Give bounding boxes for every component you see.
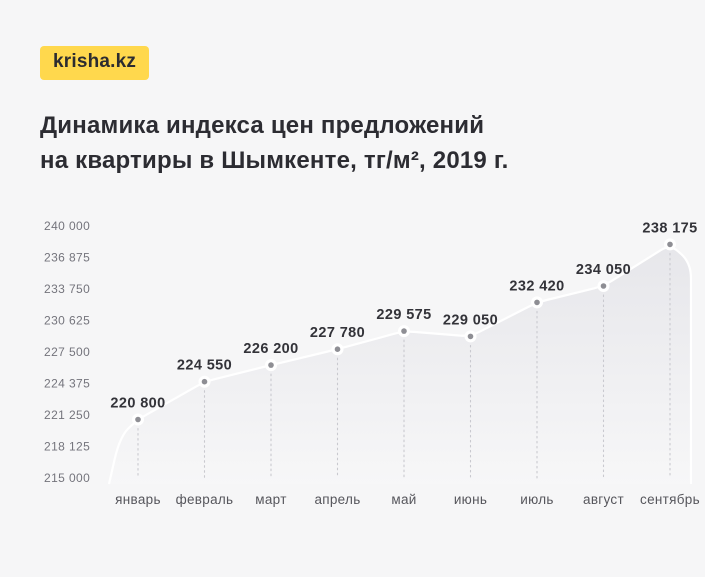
data-point (135, 416, 141, 423)
x-axis-label: май (391, 492, 416, 507)
value-label: 224 550 (177, 358, 232, 374)
data-point (201, 378, 208, 385)
y-axis-label: 230 625 (44, 314, 90, 328)
data-point (268, 362, 274, 368)
chart-title-line1: Динамика индекса цен предложений (40, 112, 485, 139)
value-label: 229 575 (376, 307, 431, 323)
y-axis-label: 221 250 (44, 408, 90, 422)
x-axis-label: апрель (314, 492, 360, 507)
area-fill (109, 247, 691, 484)
x-axis-label: июль (520, 492, 553, 507)
x-axis-label: август (583, 492, 624, 507)
data-point (534, 299, 540, 306)
value-label: 226 200 (243, 341, 298, 357)
value-label: 220 800 (110, 396, 165, 412)
x-axis-label: июнь (454, 492, 487, 507)
y-axis-label: 227 500 (44, 345, 90, 359)
y-axis-label: 218 125 (44, 440, 90, 454)
data-point (667, 241, 673, 248)
value-label: 229 050 (443, 312, 498, 328)
value-label: 238 175 (642, 220, 697, 236)
data-point (334, 346, 341, 353)
data-point (467, 333, 474, 340)
value-label: 227 780 (310, 325, 365, 341)
x-axis-label: март (255, 492, 286, 507)
x-axis-label: февраль (176, 492, 234, 507)
krisha-logo: krisha.kz (40, 46, 150, 80)
y-axis-label: 224 375 (44, 377, 90, 391)
x-axis-label: сентябрь (640, 492, 700, 507)
value-label: 234 050 (576, 262, 631, 278)
data-point (401, 328, 407, 334)
x-axis-label: январь (115, 492, 161, 507)
y-axis-label: 240 000 (44, 219, 90, 233)
chart-title: Динамика индекса цен предложений на квар… (40, 108, 509, 178)
value-label: 232 420 (509, 278, 564, 294)
y-axis-label: 233 750 (44, 282, 90, 296)
data-point (600, 283, 607, 289)
chart-title-line2: на квартиры в Шымкенте, тг/м², 2019 г. (40, 147, 509, 174)
y-axis-label: 236 875 (44, 251, 90, 265)
y-axis-label: 215 000 (44, 471, 90, 485)
